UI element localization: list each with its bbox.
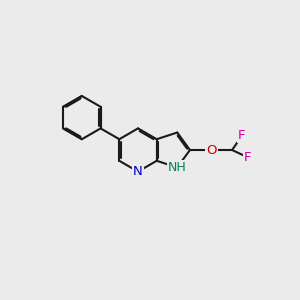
Text: F: F [244,151,251,164]
Text: F: F [238,129,246,142]
Text: N: N [133,165,143,178]
Text: O: O [206,143,217,157]
Text: NH: NH [168,161,187,174]
